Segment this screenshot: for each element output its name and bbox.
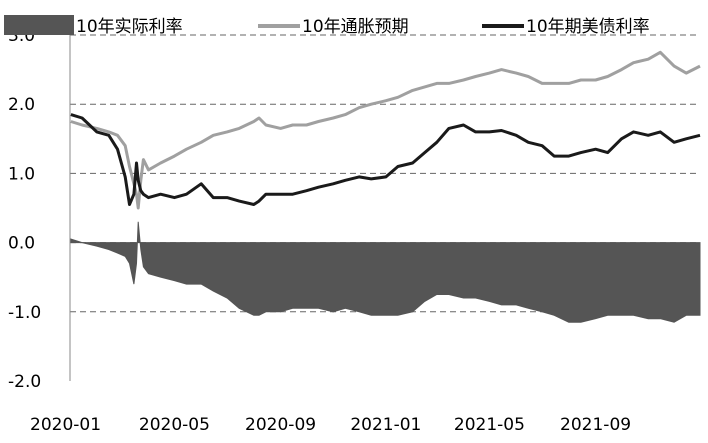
- y-tick-label: 1.0: [8, 164, 35, 184]
- series-area-real-rate: [70, 221, 701, 323]
- y-tick-label: -1.0: [8, 303, 41, 323]
- line-layer: [70, 50, 701, 210]
- legend-inflation-expectation: 10年通胀预期: [258, 17, 409, 37]
- x-tick-label: 2021-01: [350, 415, 421, 435]
- area-layer: [70, 221, 701, 323]
- x-tick-label: 2021-05: [454, 415, 525, 435]
- legend-swatch: [4, 15, 74, 35]
- y-tick-label: 0.0: [8, 234, 35, 254]
- legend-real-rate: 10年实际利率: [4, 15, 183, 37]
- y-tick-label: -2.0: [8, 372, 41, 392]
- series-line-inflation-expectation: [70, 50, 701, 210]
- series-line-treasury-yield: [70, 113, 701, 206]
- x-tick-label: 2020-05: [139, 415, 210, 435]
- x-tick-label: 2020-09: [245, 415, 316, 435]
- x-tick-label: 2020-01: [30, 415, 101, 435]
- legend-treasury-yield: 10年期美债利率: [482, 17, 650, 37]
- legend-label: 10年期美债利率: [526, 17, 650, 37]
- x-tick-label: 2021-09: [560, 415, 631, 435]
- legend: 10年实际利率 10年通胀预期 10年期美债利率: [4, 15, 650, 37]
- y-tick-label: 2.0: [8, 95, 35, 115]
- legend-label: 10年通胀预期: [302, 17, 409, 37]
- legend-label: 10年实际利率: [76, 17, 183, 37]
